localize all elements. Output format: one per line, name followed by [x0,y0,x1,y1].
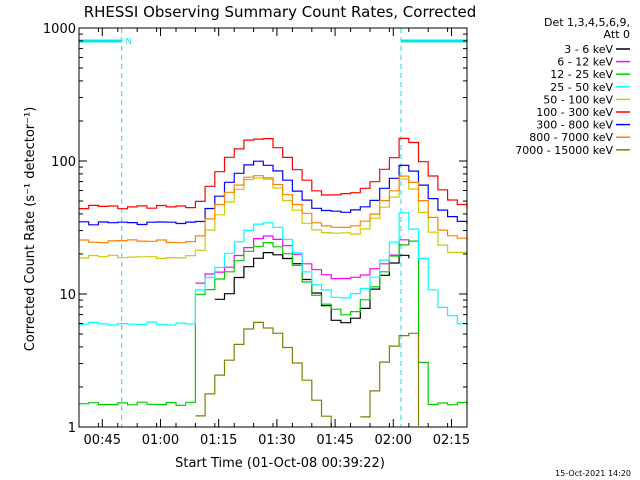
legend-entry-label: 3 - 6 keV [564,43,613,56]
y-axis-label: Corrected Count Rate (s⁻¹ detector⁻¹) [23,107,38,352]
x-tick-label: 02:15 [433,433,470,448]
legend-entry-label: 800 - 7000 keV [529,131,613,144]
footer-timestamp: 15-Oct-2021 14:20 [555,469,631,478]
axes: 1 10 100 1000 00:45 01:00 01:15 01:30 01:45 02:00… [43,22,470,448]
series-line-50-100-kev [79,177,468,259]
series-line-800-7000-kev [79,175,468,244]
y-tick-label: 1000 [43,22,76,37]
legend-entry-label: 12 - 25 keV [550,68,613,81]
legend-entry-label: 300 - 800 keV [536,119,613,132]
x-tick-label: 02:00 [375,433,412,448]
x-tick-label: 01:00 [142,433,179,448]
x-tick-label: 01:15 [200,433,237,448]
x-axis-label: Start Time (01-Oct-08 00:39:22) [175,456,385,471]
series-line-7000-15000-kev [195,321,420,426]
legend-header-attenuator: Att 0 [604,28,630,41]
y-tick-label: 100 [51,155,76,170]
y-tick-label: 1 [68,421,76,436]
legend-header-detectors: Det 1,3,4,5,6,9, [544,16,630,29]
series-line-12-25-kev [79,240,468,406]
chart-title: RHESSI Observing Summary Count Rates, Co… [84,3,477,21]
x-tick-label: 01:30 [258,433,295,448]
plot-area: N [79,28,468,427]
x-tick-label: 01:45 [316,433,353,448]
night-label: N [126,37,132,46]
legend-entry-label: 7000 - 15000 keV [515,144,613,157]
legend-entry-label: 50 - 100 keV [543,93,613,106]
series-line-25-50-kev [79,212,468,326]
series-line-100-300-kev [79,137,468,210]
series-line-300-800-kev [79,160,468,226]
legend-entry-label: 25 - 50 keV [550,81,613,94]
y-tick-label: 10 [59,288,76,303]
legend-entry-label: 100 - 300 keV [536,106,613,119]
x-tick-label: 00:45 [84,433,121,448]
legend-entry-label: 6 - 12 keV [557,56,613,69]
